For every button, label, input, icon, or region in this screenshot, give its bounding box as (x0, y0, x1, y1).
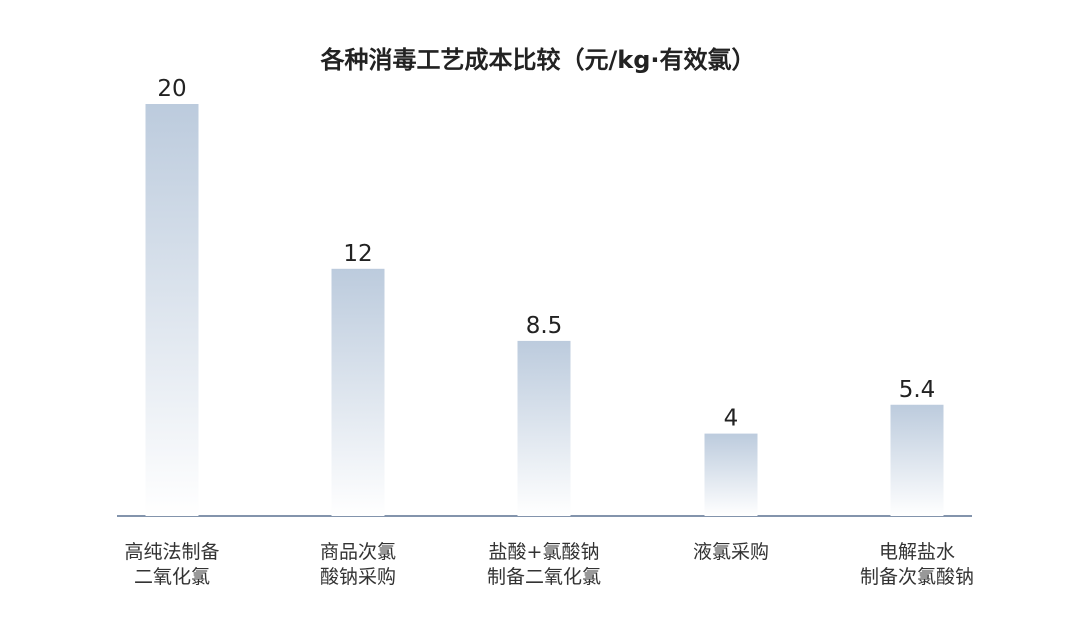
bar (145, 104, 199, 516)
x-tick-label: 商品次氯 酸钠采购 (319, 541, 396, 588)
x-tick-label: 盐酸+氯酸钠 制备二氧化氯 (486, 541, 601, 588)
data-label: 20 (157, 76, 186, 102)
data-label: 4 (724, 406, 739, 432)
bar (890, 404, 944, 516)
bar (331, 268, 385, 516)
x-tick-label: 电解盐水 制备次氯酸钠 (859, 541, 974, 588)
data-label: 5.4 (899, 377, 936, 403)
data-label: 12 (343, 241, 372, 267)
chart-title: 各种消毒工艺成本比较（元/kg·有效氯） (320, 46, 756, 74)
x-tick-label: 高纯法制备 二氧化氯 (124, 541, 220, 588)
data-label: 8.5 (526, 313, 563, 339)
x-tick-label: 液氯采购 (692, 541, 769, 563)
bar (704, 433, 758, 516)
bar (517, 340, 571, 516)
